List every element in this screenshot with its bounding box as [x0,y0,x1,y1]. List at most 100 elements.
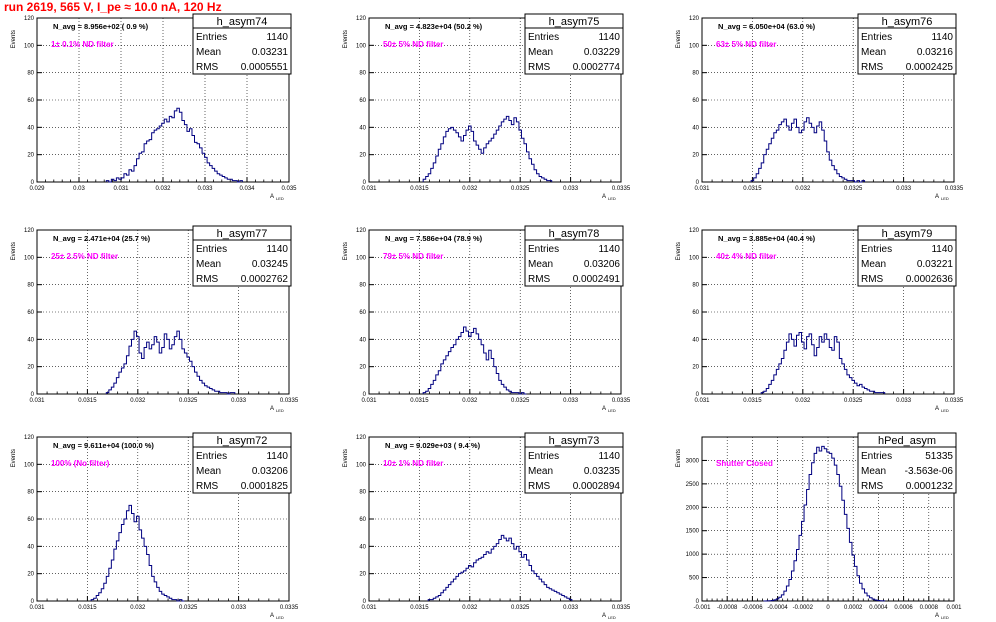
x-tick-label: 0.032 [130,605,146,611]
y-tick-label: 40 [692,337,699,343]
x-tick-label: 0.034 [239,186,255,192]
y-tick-label: 120 [356,228,367,234]
stat-label: Entries [861,244,892,255]
stat-value: 0.03235 [584,466,621,477]
x-tick-label: -0.0008 [717,605,738,611]
x-axis-subscript: LED [941,196,949,201]
x-tick-label: 0.0335 [612,605,631,611]
stat-value: 0.0001825 [241,481,289,492]
y-tick-label: 20 [27,153,34,159]
histogram-name: h_asym75 [549,16,600,28]
stat-label: Entries [528,451,559,462]
y-tick-label: 100 [356,255,367,261]
x-axis-subscript: LED [941,408,949,413]
stat-label: Mean [196,259,221,270]
stat-value: 0.0001232 [906,481,954,492]
x-tick-label: 0.035 [281,186,297,192]
y-tick-label: 100 [356,462,367,468]
stats-box [192,225,292,287]
x-tick-label: 0.0325 [844,398,863,404]
histogram-series [750,117,866,183]
y-tick-label: 80 [27,490,34,496]
y-axis-title: Events [343,30,349,48]
y-tick-label: 60 [27,517,34,523]
stat-label: Mean [528,466,553,477]
stat-value: 51335 [925,451,953,462]
y-tick-label: 120 [356,16,367,22]
y-tick-label: 100 [24,43,35,49]
stat-value: 1140 [931,244,953,255]
y-tick-label: 80 [27,283,34,289]
x-tick-label: 0.0315 [410,398,429,404]
stat-value: 1140 [931,32,953,43]
x-tick-label: 0.0315 [410,605,429,611]
stat-value: 1140 [266,451,288,462]
x-tick-label: 0.033 [563,186,579,192]
y-tick-label: 60 [27,98,34,104]
x-axis-title: A [602,406,606,412]
y-tick-label: 0 [31,599,35,605]
y-tick-label: 40 [359,125,366,131]
y-axis-title: Events [343,242,349,260]
y-tick-label: 20 [27,365,34,371]
histogram-series [763,445,886,602]
x-tick-label: 0.031 [361,605,377,611]
x-tick-label: 0.0325 [179,605,198,611]
histogram-name: h_asym77 [217,228,268,240]
x-tick-label: 0.033 [563,398,579,404]
histogram-name: h_asym72 [217,435,268,447]
y-tick-label: 80 [359,71,366,77]
x-axis-title: A [935,613,939,619]
x-tick-label: 0.0315 [78,605,97,611]
x-axis-title: A [602,613,606,619]
x-tick-label: 0.0335 [612,398,631,404]
stat-value: 1140 [598,451,620,462]
n-avg-label: N_avg = 7.586e+04 (78.9 %) [385,234,483,243]
y-tick-label: 120 [689,16,700,22]
y-tick-label: 60 [359,310,366,316]
x-tick-label: 0.0335 [945,186,964,192]
y-tick-label: 1000 [686,552,700,558]
filter-annotation: 63± 5% ND filter [716,40,776,49]
stat-value: 0.03206 [252,466,289,477]
n-avg-label: N_avg = 6.050e+04 (63.0 %) [718,22,816,31]
stat-label: RMS [528,274,551,285]
y-tick-label: 40 [27,337,34,343]
x-tick-label: 0.031 [113,186,129,192]
x-tick-label: 0 [826,605,830,611]
x-axis-subscript: LED [276,196,284,201]
stat-value: 0.0002425 [906,62,954,73]
x-tick-label: 0.0315 [410,186,429,192]
histogram-name: h_asym78 [549,228,600,240]
stats-box [524,432,624,494]
filter-annotation: 1± 0.1% ND filter [51,40,114,49]
y-axis-title: Events [676,30,682,48]
stat-label: Mean [196,47,221,58]
histogram-panel-h_asym79: 0.031 0.0315 0.032 0.0325 0.033 0.0335 0 20 40 60… [676,225,964,413]
stat-value: 0.0002491 [573,274,621,285]
histogram-panel-h_asym75: 0.031 0.0315 0.032 0.0325 0.033 0.0335 0 20 40 60… [343,13,631,201]
x-tick-label: 0.0315 [743,186,762,192]
stat-value: 0.0002894 [573,481,621,492]
y-tick-label: 0 [363,599,367,605]
y-tick-label: 80 [692,71,699,77]
x-tick-label: 0.001 [946,605,962,611]
x-tick-label: 0.0335 [280,605,299,611]
x-axis-subscript: LED [608,196,616,201]
y-tick-label: 0 [696,392,700,398]
stat-label: Mean [528,259,553,270]
histogram-series [105,107,243,183]
histogram-panel-h_asym76: 0.031 0.0315 0.032 0.0325 0.033 0.0335 0 20 40 60… [676,13,964,201]
stat-label: RMS [528,62,551,73]
y-tick-label: 40 [27,544,34,550]
y-axis-title: Events [11,242,17,260]
histogram-name: h_asym74 [217,16,268,28]
histogram-series [760,332,886,394]
x-tick-label: 0.033 [896,186,912,192]
stats-box [857,13,957,75]
x-tick-label: 0.031 [694,398,710,404]
y-tick-label: 20 [359,365,366,371]
filter-annotation: 40± 4% ND filter [716,252,776,261]
x-tick-label: 0.031 [361,398,377,404]
x-tick-label: 0.0325 [179,398,198,404]
